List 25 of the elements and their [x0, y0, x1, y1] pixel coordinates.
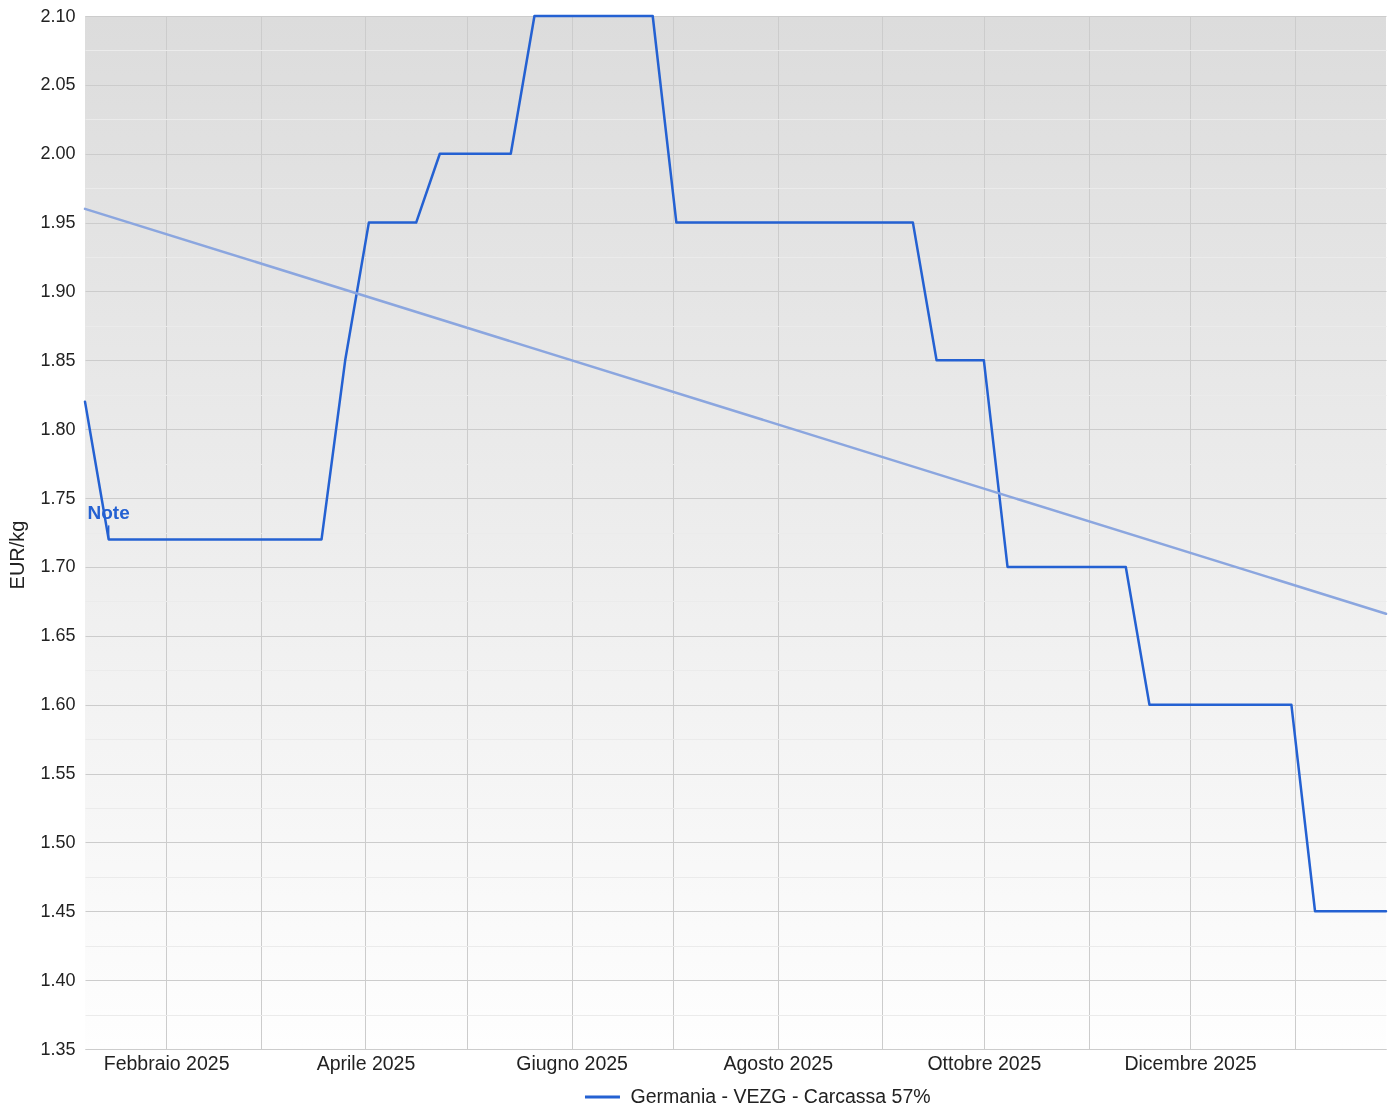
- y-tick-label: 2.00: [40, 143, 76, 164]
- legend-label: Germania - VEZG - Carcassa 57%: [630, 1085, 931, 1107]
- y-tick-label: 1.40: [40, 969, 76, 990]
- y-tick-label: 1.50: [40, 831, 76, 852]
- y-tick-label: 1.35: [40, 1038, 76, 1059]
- y-tick-label: 2.05: [40, 74, 76, 95]
- y-tick-label: 1.60: [40, 694, 76, 715]
- y-tick-label: 1.80: [40, 418, 76, 439]
- line-series: [83, 14, 1388, 913]
- y-tick-label: 1.65: [40, 625, 76, 646]
- x-tick-label: Febbraio 2025: [103, 1051, 230, 1074]
- y-tick-label: 1.90: [40, 280, 76, 301]
- y-tick-label: 1.95: [40, 212, 76, 233]
- x-tick-label: Giugno 2025: [516, 1051, 629, 1074]
- y-tick-label: 1.75: [40, 487, 76, 508]
- y-tick-label: 2.10: [40, 5, 76, 26]
- x-tick-label: Dicembre 2025: [1124, 1051, 1257, 1074]
- x-tick-label: Aprile 2025: [316, 1051, 416, 1074]
- x-tick-label: Ottobre 2025: [927, 1051, 1042, 1074]
- y-tick-label: 1.85: [40, 349, 76, 370]
- y-tick-label: 1.45: [40, 900, 76, 921]
- y-axis-title: EUR/kg: [6, 520, 29, 590]
- y-tick-label: 1.55: [40, 763, 76, 784]
- y-tick-label: 1.70: [40, 556, 76, 577]
- x-tick-label: Agosto 2025: [723, 1051, 834, 1074]
